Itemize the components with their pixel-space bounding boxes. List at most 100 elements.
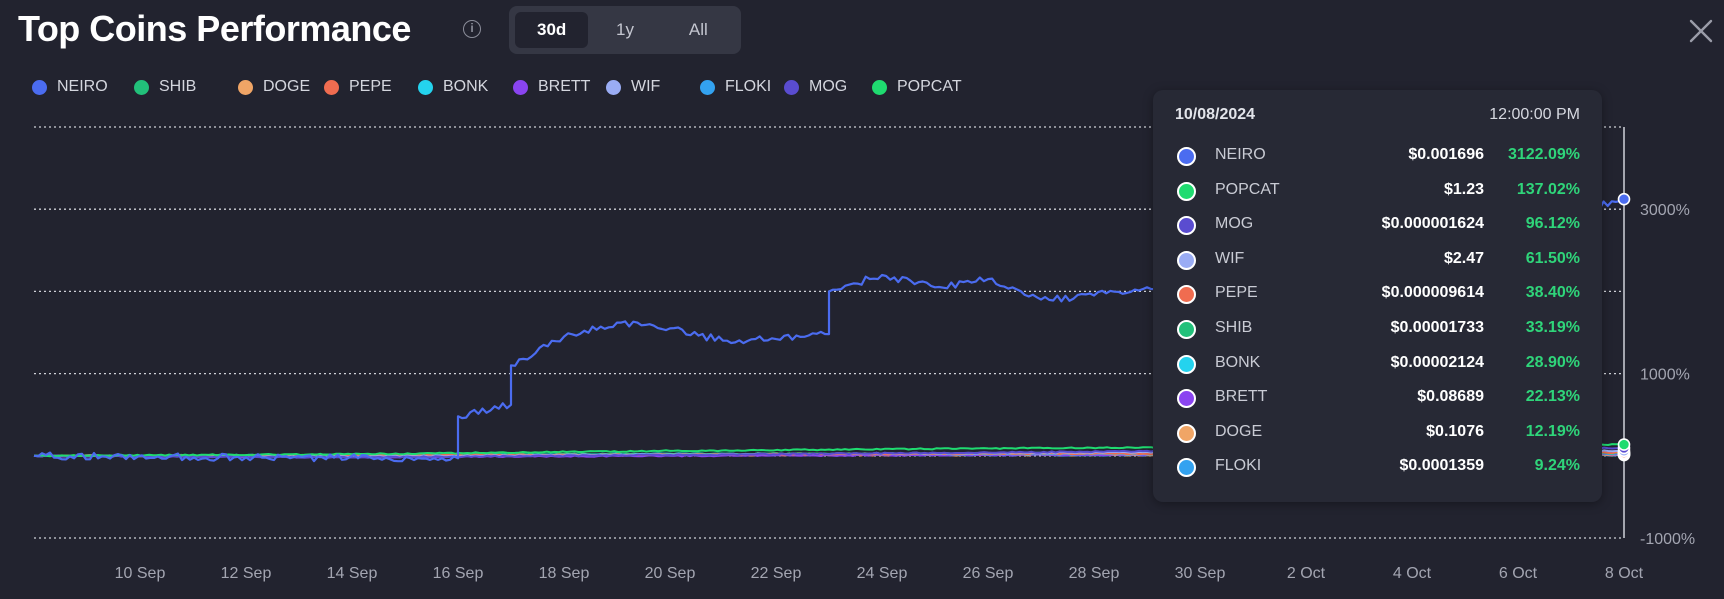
tooltip-coin-change: 28.90% — [1525, 353, 1580, 371]
legend-item-pepe[interactable]: PEPE — [324, 78, 392, 96]
y-tick-label: 3000% — [1640, 202, 1690, 219]
tooltip-coin-change: 9.24% — [1534, 457, 1580, 475]
x-tick-label: 22 Sep — [751, 565, 802, 582]
tooltip-row-mog: MOG $0.000001624 96.12% — [1175, 212, 1580, 238]
legend-dot — [324, 79, 339, 95]
tooltip-coin-price: $1.23 — [1443, 180, 1484, 198]
tooltip-dot — [1177, 147, 1196, 166]
tooltip-row-pepe: PEPE $0.000009614 38.40% — [1175, 281, 1580, 307]
range-tab-all[interactable]: All — [688, 20, 708, 39]
legend-dot — [134, 79, 149, 95]
legend-item-doge[interactable]: DOGE — [238, 78, 310, 96]
marker-neiro — [1617, 192, 1631, 206]
range-selector: 30d 1y All — [509, 6, 741, 54]
legend-label: FLOKI — [725, 78, 772, 95]
crosshair-markers — [1617, 192, 1631, 462]
legend-label: SHIB — [159, 78, 197, 95]
tooltip-coin-price: $0.000001624 — [1381, 215, 1484, 233]
legend-item-mog[interactable]: MOG — [784, 78, 847, 96]
tooltip-row-brett: BRETT $0.08689 22.13% — [1175, 385, 1580, 411]
legend-dot — [700, 79, 715, 95]
legend-label: DOGE — [263, 78, 311, 95]
legend-item-shib[interactable]: SHIB — [134, 78, 196, 96]
tooltip-coin-change: 22.13% — [1525, 388, 1580, 406]
x-tick-label: 12 Sep — [221, 565, 272, 582]
tooltip-row-neiro: NEIRO $0.001696 3122.09% — [1175, 143, 1580, 169]
tooltip-dot — [1177, 320, 1196, 339]
x-tick-label: 20 Sep — [645, 565, 696, 582]
tooltip-coin-name: FLOKI — [1215, 457, 1262, 475]
tooltip-coin-name: WIF — [1215, 249, 1245, 267]
tooltip-coin-name: MOG — [1215, 215, 1254, 233]
tooltip-coin-change: 3122.09% — [1507, 146, 1580, 163]
tooltip-row-popcat: POPCAT $1.23 137.02% — [1175, 178, 1580, 204]
tooltip-coin-change: 61.50% — [1525, 249, 1580, 267]
tooltip-dot — [1177, 458, 1196, 478]
tooltip-row-doge: DOGE $0.1076 12.19% — [1175, 420, 1580, 446]
legend-item-popcat[interactable]: POPCAT — [872, 78, 962, 96]
legend-dot — [418, 79, 433, 95]
x-tick-label: 18 Sep — [539, 565, 590, 582]
x-axis-ticks: 10 Sep 12 Sep 14 Sep 16 Sep 18 Sep 20 Sep 22 S… — [115, 565, 1644, 582]
x-tick-label: 24 Sep — [857, 565, 908, 582]
tooltip-coin-price: $0.000009614 — [1381, 284, 1484, 302]
tooltip-coin-name: NEIRO — [1215, 146, 1266, 163]
x-tick-label: 26 Sep — [963, 565, 1014, 582]
tooltip-coin-change: 12.19% — [1525, 422, 1580, 440]
legend-dot — [238, 79, 253, 95]
tooltip-dot — [1177, 389, 1196, 409]
tooltip-coin-price: $0.001696 — [1408, 146, 1484, 163]
legend-label: WIF — [631, 78, 661, 95]
tooltip-coin-price: $0.08689 — [1417, 388, 1484, 406]
tooltip-dot — [1177, 250, 1196, 270]
tooltip-coin-name: SHIB — [1215, 319, 1253, 336]
legend-dot — [872, 79, 887, 95]
y-axis-ticks: 3000% 1000% -1000% — [1640, 202, 1695, 548]
legend-label: BONK — [443, 78, 489, 95]
marker-popcat — [1617, 438, 1631, 451]
page-title: Top Coins Performance — [18, 8, 411, 49]
tooltip-coin-price: $2.47 — [1443, 249, 1484, 267]
tooltip-coin-change: 33.19% — [1525, 319, 1580, 336]
legend-item-bonk[interactable]: BONK — [418, 78, 488, 96]
info-circle-icon[interactable]: i — [463, 20, 481, 38]
x-tick-label: 28 Sep — [1069, 565, 1120, 582]
y-tick-label: -1000% — [1640, 531, 1695, 548]
tooltip-dot — [1177, 216, 1196, 236]
legend-dot — [32, 79, 47, 95]
legend-label: MOG — [809, 78, 848, 95]
tooltip-row-floki: FLOKI $0.0001359 9.24% — [1175, 454, 1580, 480]
tooltip-coin-name: BONK — [1215, 353, 1261, 371]
legend-label: NEIRO — [57, 78, 108, 95]
legend-dot — [784, 79, 799, 95]
range-tab-30d[interactable]: 30d — [515, 12, 589, 48]
range-tab-1y[interactable]: 1y — [616, 20, 634, 39]
legend-item-floki[interactable]: FLOKI — [700, 78, 771, 96]
legend-item-brett[interactable]: BRETT — [513, 78, 590, 96]
x-tick-label: 14 Sep — [327, 565, 378, 582]
tooltip-coin-change: 38.40% — [1525, 284, 1580, 302]
legend-item-neiro[interactable]: NEIRO — [32, 78, 108, 96]
x-tick-label: 2 Oct — [1287, 565, 1326, 582]
x-tick-label: 4 Oct — [1393, 565, 1432, 582]
tooltip-coin-change: 137.02% — [1516, 180, 1580, 198]
tooltip-coin-price: $0.00002124 — [1390, 353, 1484, 371]
tooltip-coin-price: $0.00001733 — [1390, 319, 1484, 336]
legend-label: PEPE — [349, 78, 392, 95]
tooltip-coin-name: DOGE — [1215, 422, 1263, 440]
tooltip-dot — [1177, 423, 1196, 443]
legend-item-wif[interactable]: WIF — [606, 78, 660, 96]
tooltip-date: 10/08/2024 — [1175, 106, 1256, 123]
x-tick-label: 8 Oct — [1605, 565, 1644, 582]
tooltip-row-wif: WIF $2.47 61.50% — [1175, 247, 1580, 273]
tooltip-coin-price: $0.0001359 — [1399, 457, 1484, 475]
x-tick-label: 6 Oct — [1499, 565, 1538, 582]
tooltip-dot — [1177, 354, 1196, 374]
close-icon[interactable] — [1686, 16, 1716, 46]
tooltip-time: 12:00:00 PM — [1489, 106, 1580, 123]
x-tick-label: 10 Sep — [115, 565, 166, 582]
legend-label: POPCAT — [897, 78, 962, 95]
tooltip-coin-name: POPCAT — [1215, 180, 1280, 198]
tooltip-dot — [1177, 181, 1196, 201]
legend-dot — [606, 79, 621, 95]
